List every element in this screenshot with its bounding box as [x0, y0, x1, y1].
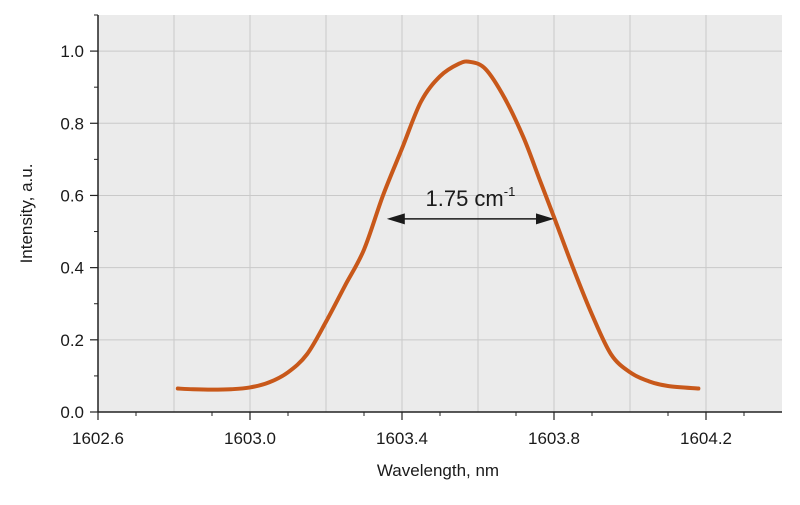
y-tick-label: 0.6 — [60, 186, 84, 205]
x-tick-label: 1602.6 — [72, 429, 124, 448]
y-tick-label: 0.4 — [60, 259, 84, 278]
x-tick-label: 1603.4 — [376, 429, 428, 448]
fwhm-label: 1.75 cm-1 — [425, 184, 515, 211]
x-axis-label: Wavelength, nm — [377, 461, 499, 480]
y-tick-label: 1.0 — [60, 42, 84, 61]
plot-background — [98, 15, 782, 412]
gridlines — [98, 15, 782, 412]
y-axis-label: Intensity, a.u. — [17, 164, 36, 264]
x-tick-label: 1604.2 — [680, 429, 732, 448]
annotation-arrowhead-right — [536, 213, 554, 225]
tick-marks — [90, 14, 745, 420]
y-tick-label: 0.0 — [60, 403, 84, 422]
intensity-curve — [175, 59, 701, 392]
annotation-arrowhead-left — [386, 213, 405, 225]
y-tick-label: 0.8 — [60, 114, 84, 133]
x-tick-label: 1603.8 — [528, 429, 580, 448]
fwhm-label-exponent: -1 — [504, 184, 516, 199]
x-tick-label: 1603.0 — [224, 429, 276, 448]
fwhm-label-value: 1.75 cm — [425, 186, 503, 211]
tick-labels: 0.0 0.2 0.4 0.6 0.8 1.0 1602.6 1603.0 1603.4 1603… — [60, 42, 732, 448]
fwhm-annotation: 1.75 cm-1 — [386, 184, 554, 225]
y-tick-label: 0.2 — [60, 331, 84, 350]
